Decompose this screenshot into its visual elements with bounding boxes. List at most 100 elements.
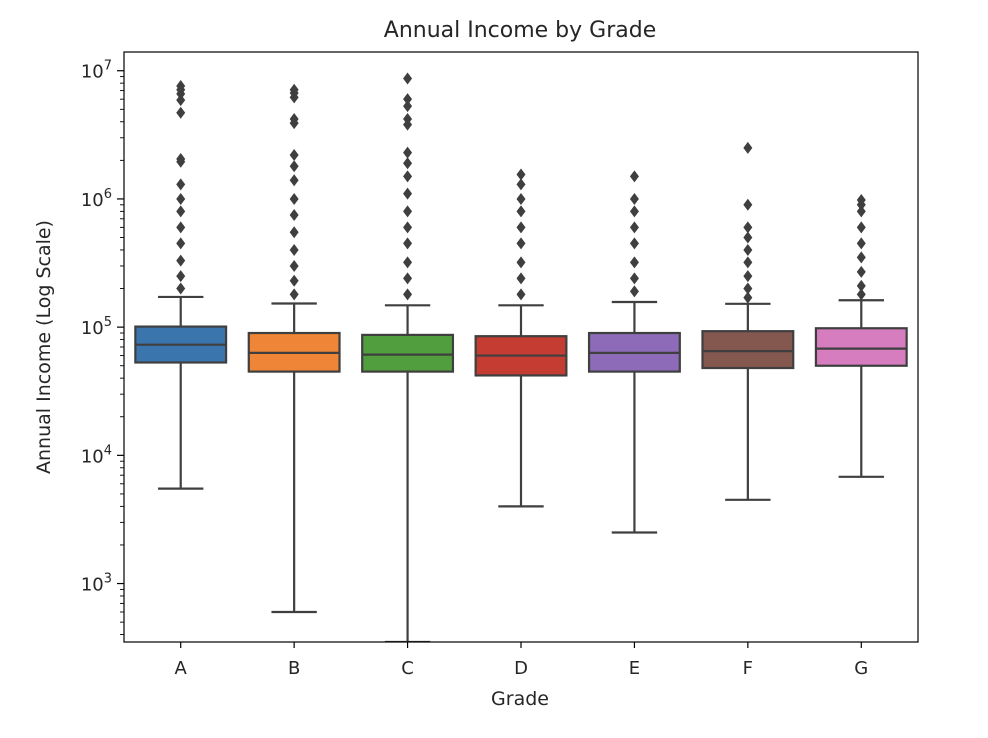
data-marks bbox=[134, 72, 908, 642]
outlier-point-d bbox=[516, 192, 526, 205]
outlier-point-c bbox=[403, 93, 413, 106]
outlier-point-e bbox=[629, 285, 639, 298]
iqr-box-f bbox=[701, 330, 795, 370]
outlier-point-a bbox=[176, 155, 186, 168]
outlier-point-c bbox=[403, 205, 413, 218]
outlier-point-f bbox=[743, 256, 753, 269]
plot-area: A B C D E F G 103 104 105 106 107 bbox=[81, 51, 919, 679]
x-tick-label: B bbox=[288, 658, 300, 679]
outlier-point-d bbox=[516, 288, 526, 301]
outlier-point-e bbox=[629, 170, 639, 183]
outlier-point-e bbox=[629, 256, 639, 269]
outlier-point-c bbox=[403, 72, 413, 85]
outlier-point-b bbox=[289, 160, 299, 173]
outlier-point-c bbox=[403, 187, 413, 200]
outlier-point-c bbox=[403, 146, 413, 159]
y-tick-label: 103 bbox=[81, 572, 112, 596]
chart-title: Annual Income by Grade bbox=[384, 18, 656, 43]
x-tick-label: C bbox=[401, 658, 414, 679]
outlier-point-c bbox=[403, 272, 413, 285]
outlier-point-c bbox=[403, 118, 413, 131]
outlier-point-a bbox=[176, 282, 186, 295]
outlier-point-b bbox=[289, 192, 299, 205]
outlier-point-b bbox=[289, 117, 299, 130]
box-a bbox=[134, 80, 228, 490]
outlier-point-b bbox=[289, 226, 299, 239]
box-e bbox=[587, 170, 681, 534]
outlier-point-e bbox=[629, 237, 639, 250]
x-tick-label: F bbox=[743, 658, 753, 679]
x-tick-label: A bbox=[175, 658, 188, 679]
outlier-point-d bbox=[516, 272, 526, 285]
y-tick-label: 104 bbox=[81, 443, 112, 467]
outlier-point-g bbox=[856, 198, 866, 211]
y-tick-label: 106 bbox=[81, 187, 112, 211]
outlier-point-f bbox=[743, 291, 753, 304]
outlier-point-b bbox=[289, 243, 299, 256]
y-tick-label: 107 bbox=[81, 59, 112, 83]
box-b bbox=[247, 83, 341, 614]
outlier-point-e bbox=[629, 221, 639, 234]
outlier-point-f bbox=[743, 270, 753, 283]
outlier-point-b bbox=[289, 288, 299, 301]
outlier-point-d bbox=[516, 256, 526, 269]
outlier-point-b bbox=[289, 259, 299, 272]
outlier-point-a bbox=[176, 178, 186, 191]
box-d bbox=[474, 168, 568, 508]
box-c bbox=[361, 72, 455, 642]
outlier-point-a bbox=[176, 87, 186, 100]
outlier-point-b bbox=[289, 91, 299, 104]
outlier-point-c bbox=[403, 237, 413, 250]
outlier-point-d bbox=[516, 205, 526, 218]
outlier-point-b bbox=[289, 274, 299, 287]
outlier-point-d bbox=[516, 237, 526, 250]
outlier-point-c bbox=[403, 288, 413, 301]
outlier-point-c bbox=[403, 221, 413, 234]
outlier-point-e bbox=[629, 192, 639, 205]
iqr-box-c bbox=[361, 333, 455, 373]
outlier-point-b bbox=[289, 174, 299, 187]
box-g bbox=[814, 194, 908, 478]
outlier-point-g bbox=[856, 251, 866, 264]
iqr-box-g bbox=[814, 327, 908, 367]
x-tick-label: E bbox=[629, 658, 640, 679]
outlier-point-d bbox=[516, 168, 526, 181]
y-tick-label: 105 bbox=[81, 315, 112, 339]
outlier-point-g bbox=[856, 221, 866, 234]
outlier-point-f bbox=[743, 243, 753, 256]
outlier-point-c bbox=[403, 256, 413, 269]
outlier-point-e bbox=[629, 272, 639, 285]
outlier-point-f bbox=[743, 221, 753, 234]
outlier-point-c bbox=[403, 100, 413, 113]
outlier-point-a bbox=[176, 106, 186, 119]
outlier-point-a bbox=[176, 221, 186, 234]
x-tick-label: D bbox=[514, 658, 528, 679]
outlier-point-g bbox=[856, 265, 866, 278]
outlier-point-a bbox=[176, 192, 186, 205]
outlier-point-b bbox=[289, 208, 299, 221]
outlier-point-f bbox=[743, 198, 753, 211]
outlier-point-a bbox=[176, 270, 186, 283]
outlier-point-c bbox=[403, 157, 413, 170]
box-f bbox=[701, 141, 795, 501]
y-axis-label: Annual Income (Log Scale) bbox=[33, 220, 55, 474]
outlier-point-e bbox=[629, 205, 639, 218]
outlier-point-a bbox=[176, 254, 186, 267]
outlier-point-a bbox=[176, 205, 186, 218]
outlier-point-d bbox=[516, 221, 526, 234]
outlier-point-g bbox=[856, 279, 866, 292]
outlier-point-a bbox=[176, 237, 186, 250]
x-axis-label: Grade bbox=[491, 688, 549, 710]
outlier-point-a bbox=[176, 94, 186, 107]
outlier-point-b bbox=[289, 149, 299, 162]
outlier-point-d bbox=[516, 178, 526, 191]
outlier-point-c bbox=[403, 170, 413, 183]
outlier-point-f bbox=[743, 141, 753, 154]
outlier-point-f bbox=[743, 231, 753, 244]
outlier-point-g bbox=[856, 205, 866, 218]
x-tick-label: G bbox=[854, 658, 868, 679]
outlier-point-g bbox=[856, 237, 866, 250]
outlier-point-f bbox=[743, 282, 753, 295]
